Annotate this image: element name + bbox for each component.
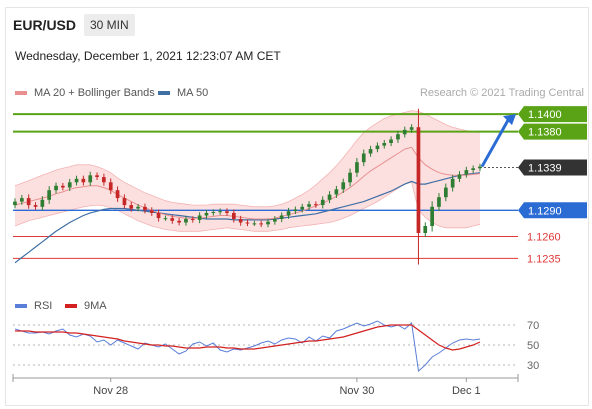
legend-rsi9: 9MA bbox=[65, 300, 107, 312]
legend-ma50-label: MA 50 bbox=[177, 87, 209, 99]
legend-ma20: MA 20 + Bollinger Bands bbox=[15, 87, 155, 99]
legend-ma50: MA 50 bbox=[158, 87, 208, 99]
research-credit: Research © 2021 Trading Central bbox=[419, 87, 584, 99]
timestamp: Wednesday, December 1, 2021 12:23:07 AM … bbox=[15, 49, 281, 63]
chart-frame bbox=[5, 7, 589, 406]
legend-rsi: RSI bbox=[15, 300, 52, 312]
symbol-title: EUR/USD bbox=[13, 17, 77, 33]
legend-ma20-label: MA 20 + Bollinger Bands bbox=[34, 87, 155, 99]
legend-rsi-label: RSI bbox=[34, 300, 53, 312]
timeframe-badge[interactable]: 30 MIN bbox=[84, 14, 135, 36]
legend-rsi9-label: 9MA bbox=[84, 300, 107, 312]
rsi9-swatch bbox=[65, 304, 77, 308]
ma50-swatch bbox=[158, 91, 170, 95]
rsi-swatch bbox=[15, 304, 27, 308]
ma20-swatch bbox=[15, 91, 27, 95]
